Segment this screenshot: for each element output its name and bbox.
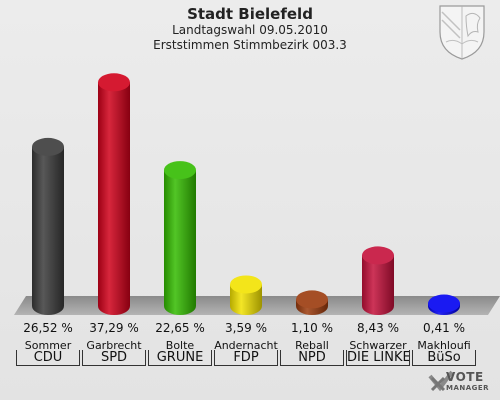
- bar-die-linke: [362, 246, 394, 315]
- candidate-label-cdu: Sommer: [24, 339, 72, 352]
- bar-body-spd: [98, 82, 130, 315]
- chart-subtitle-election: Landtagswahl 09.05.2010: [172, 23, 328, 37]
- candidate-label-spd: Garbrecht: [86, 339, 142, 352]
- vote-manager-logo: [428, 370, 454, 392]
- party-label-cdu: CDU: [16, 350, 80, 366]
- party-label-gr-ne: GRÜNE: [148, 350, 212, 366]
- bar-cap-npd: [296, 290, 328, 309]
- value-label-npd: 1,10 %: [291, 321, 333, 335]
- value-label-fdp: 3,59 %: [225, 321, 267, 335]
- party-label-npd: NPD: [280, 350, 344, 366]
- coat-of-arms-icon: [439, 5, 485, 60]
- party-label-die-linke: DIE LINKE: [346, 350, 410, 366]
- value-label-cdu: 26,52 %: [23, 321, 73, 335]
- party-label-fdp: FDP: [214, 350, 278, 366]
- logo-text-vote: VOTE: [446, 370, 484, 384]
- bar-body-gr-ne: [164, 170, 196, 315]
- bar-cap-spd: [98, 73, 130, 92]
- value-label-spd: 37,29 %: [89, 321, 139, 335]
- candidate-label-gr-ne: Bolte: [165, 339, 195, 352]
- bar-spd: [98, 73, 130, 315]
- bar-cap-die-linke: [362, 246, 394, 265]
- value-label-die-linke: 8,43 %: [357, 321, 399, 335]
- bar-npd: [296, 290, 328, 315]
- candidate-label-fdp: Andernacht: [214, 339, 278, 352]
- bar-cap-b-so: [428, 294, 460, 313]
- candidate-label-die-linke: Schwarzer: [349, 339, 407, 352]
- party-label-b-so: BüSo: [412, 350, 476, 366]
- bar-body-die-linke: [362, 255, 394, 315]
- bar-cdu: [32, 137, 64, 315]
- bar-gr-ne: [164, 161, 196, 315]
- bar-b-so: [428, 294, 460, 315]
- bar-cap-cdu: [32, 137, 64, 156]
- bar-cap-gr-ne: [164, 161, 196, 180]
- chart-subtitle-district: Erststimmen Stimmbezirk 003.3: [153, 38, 347, 52]
- bar-cap-fdp: [230, 275, 262, 294]
- logo-text-manager: MANAGER: [446, 384, 490, 392]
- candidate-label-npd: Reball: [295, 339, 329, 352]
- bar-fdp: [230, 275, 262, 315]
- chart-title: Stadt Bielefeld: [187, 5, 313, 23]
- value-label-b-so: 0,41 %: [423, 321, 465, 335]
- candidate-label-b-so: Makhloufi: [417, 339, 471, 352]
- bar-body-cdu: [32, 146, 64, 315]
- value-label-gr-ne: 22,65 %: [155, 321, 205, 335]
- party-label-spd: SPD: [82, 350, 146, 366]
